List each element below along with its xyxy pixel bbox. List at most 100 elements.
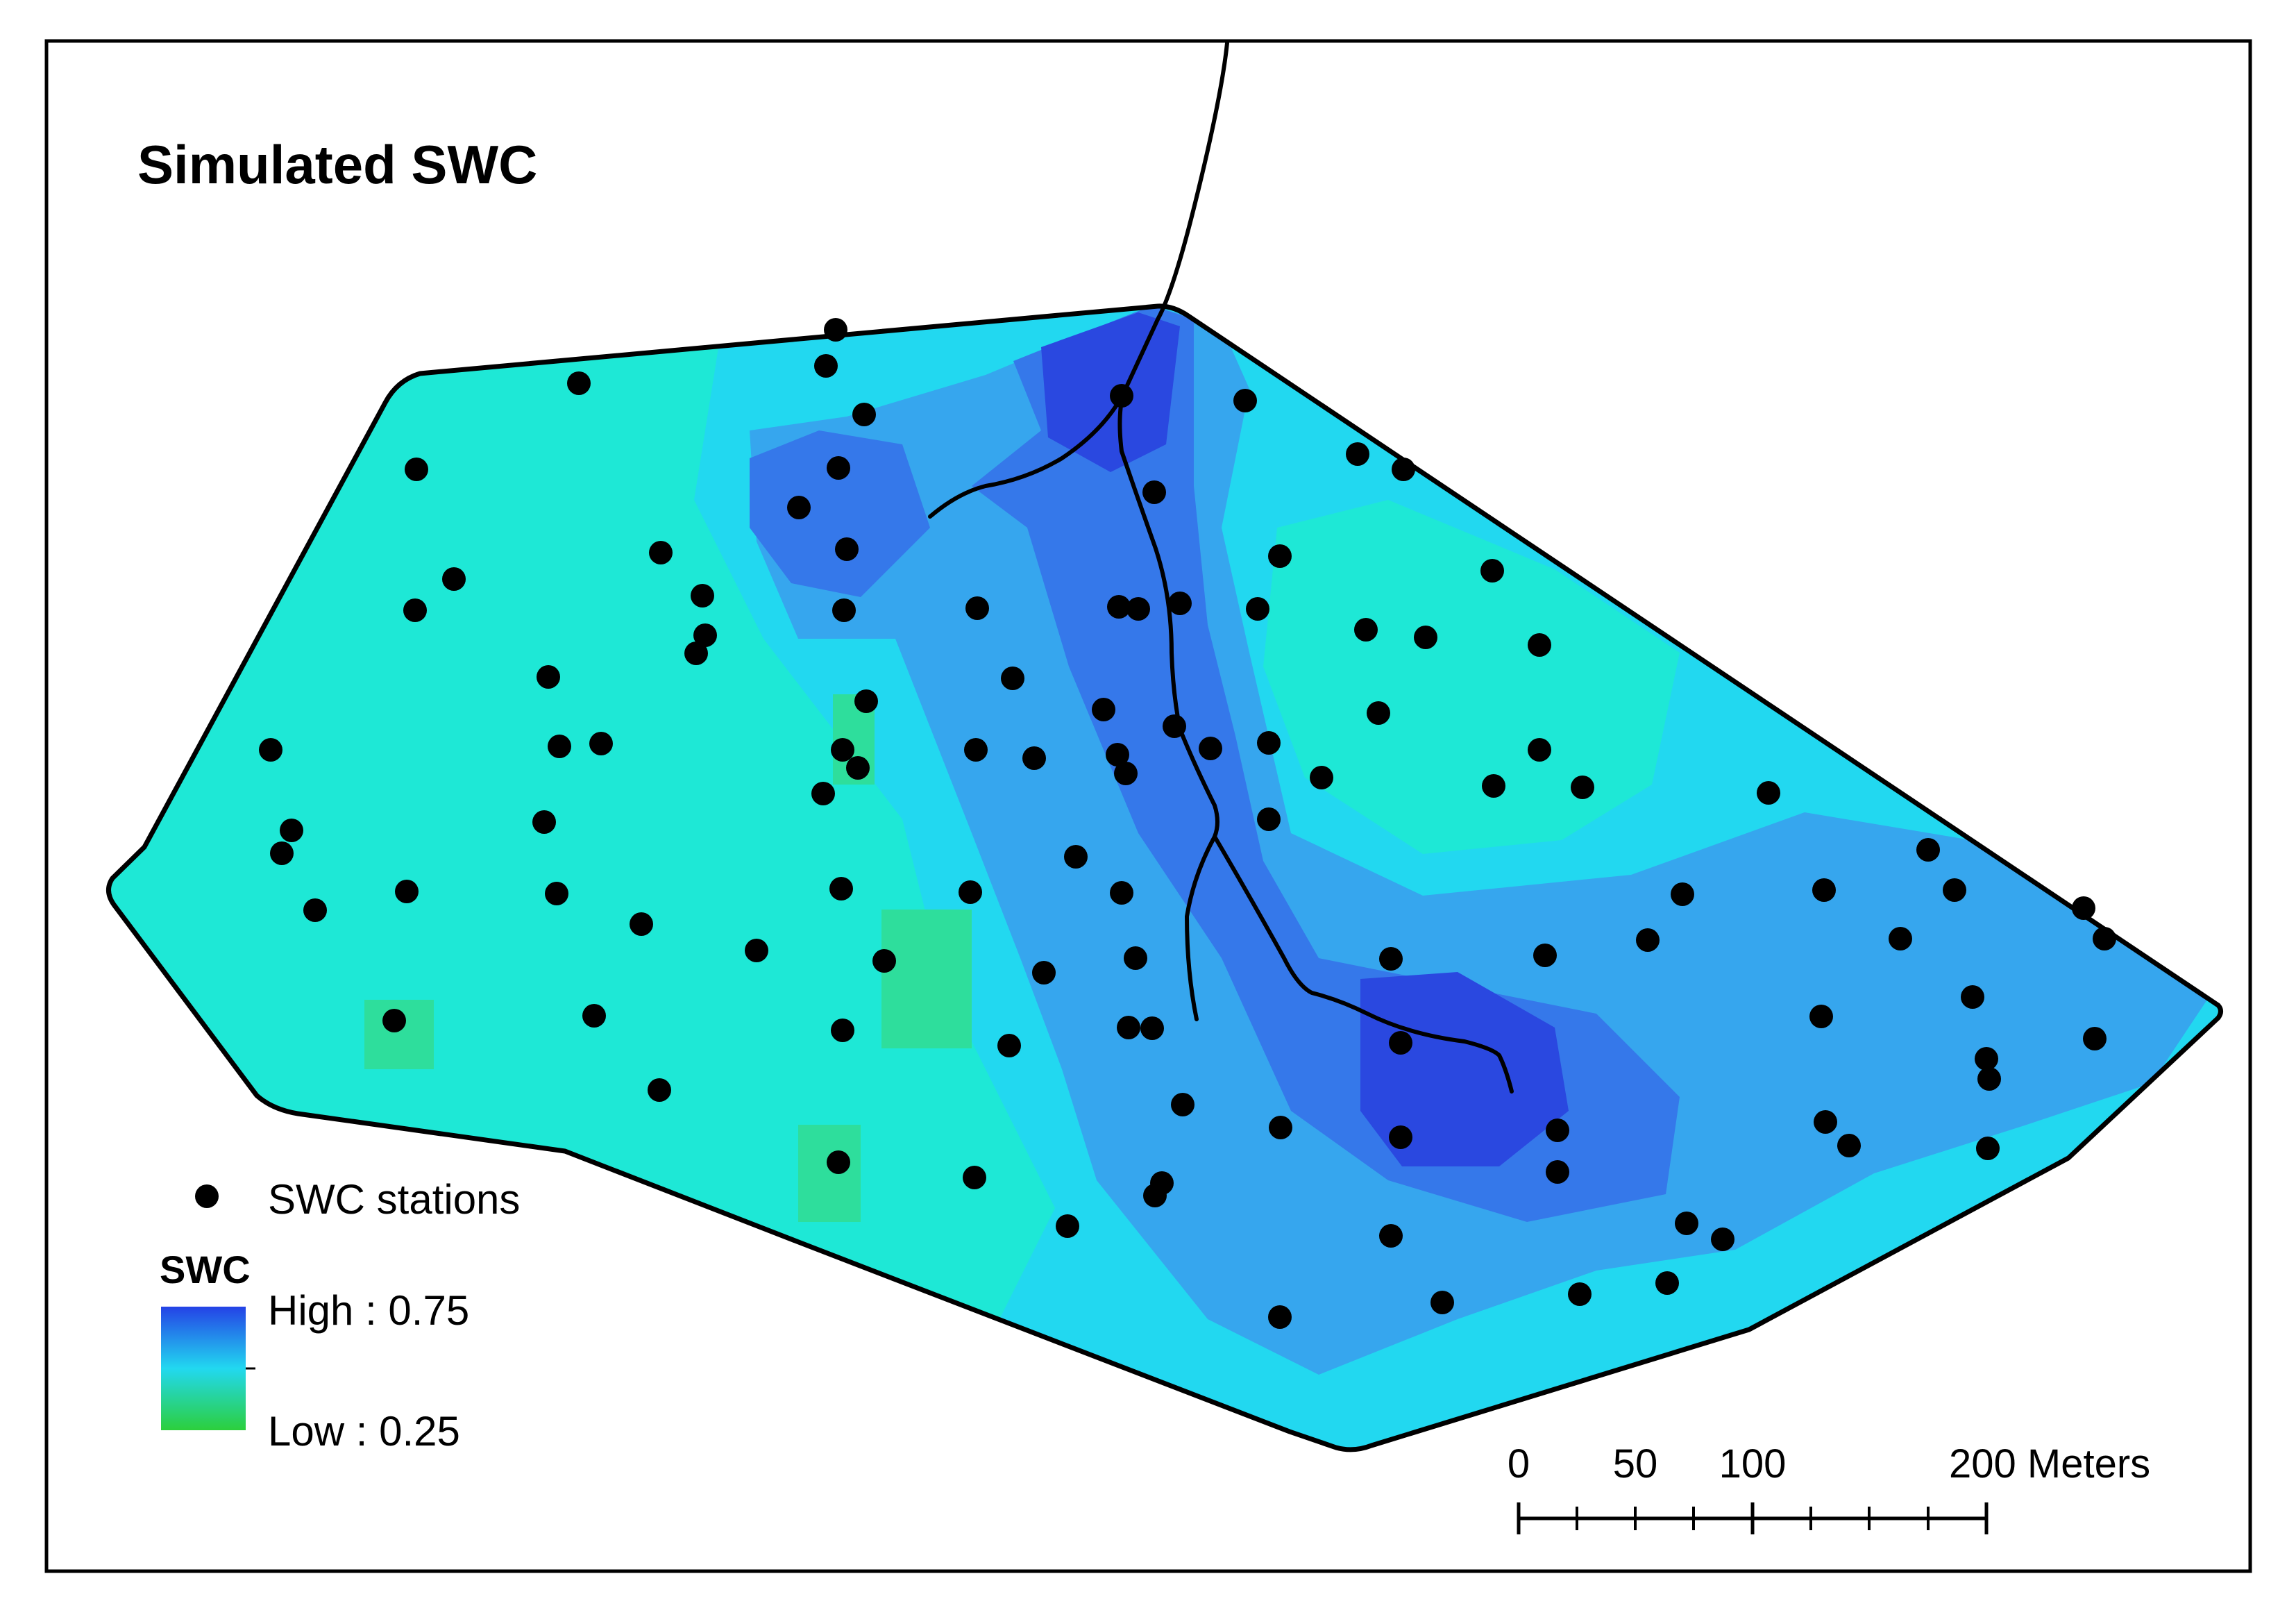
swc-station-point [745,939,768,962]
swc-station-point [827,456,850,480]
swc-station-point [2093,927,2116,950]
swc-station-point [1001,667,1024,690]
swc-station-point [1636,928,1660,952]
swc-station-point [1977,1067,2001,1091]
swc-station-point [1168,592,1192,615]
swc-station-point [1528,738,1551,762]
swc-station-point [1943,878,1966,902]
swc-station-point [1143,1184,1167,1207]
scale-label-100: 100 [1719,1441,1787,1486]
swc-station-point [1110,881,1133,905]
swc-station-point [831,738,854,762]
swc-station-point [814,354,838,378]
swc-station-point [1814,1110,1837,1134]
swc-station-point [1430,1291,1454,1314]
swc-station-point [1975,1047,1998,1071]
swc-station-point [811,782,835,805]
swc-station-point [829,877,853,900]
map-frame [44,39,2252,1573]
swc-station-point [963,1166,986,1189]
zone-low-patch-1 [881,910,972,1048]
swc-station-point [1246,597,1269,621]
swc-station-point [1528,633,1551,657]
swc-station-point [1809,1005,1833,1028]
legend-swc-heading: SWC [160,1248,251,1291]
swc-station-point [1114,762,1138,785]
swc-station-point [1389,1031,1412,1055]
stream-main [1117,41,1229,1021]
swc-station-point [684,642,708,665]
swc-station-point [1354,618,1378,642]
swc-station-point [1533,944,1557,967]
swc-station-point [1568,1282,1592,1306]
swc-station-point [959,880,982,904]
swc-station-point [630,912,653,936]
catchment-boundary [106,303,2223,1452]
legend-color-ramp [161,1307,246,1430]
swc-station-point [2072,896,2095,920]
swc-station-point [1022,746,1046,770]
stream-network [928,41,1514,1094]
swc-station-point [532,810,556,834]
swc-station-point [395,880,419,903]
zone-very-high-south [1360,972,1569,1166]
swc-station-point [1571,776,1594,799]
swc-station-point [691,584,714,608]
swc-station-point [1056,1214,1079,1238]
swc-station-point [1392,458,1415,481]
swc-station-point [537,665,560,689]
swc-station-point [787,496,811,519]
swc-station-point [405,458,428,481]
swc-station-point [270,841,294,865]
swc-station-point [1140,1016,1164,1040]
swc-station-point [1414,626,1437,649]
swc-station-point [1837,1134,1861,1157]
swc-station-point [1310,766,1333,789]
stream-east-branch [1213,835,1514,1094]
swc-station-point [1106,743,1129,766]
scale-bar: 0 50 100 200 Meters [1508,1441,2150,1534]
swc-station-point [824,318,847,342]
zone-high-west [750,430,930,597]
swc-station-point [827,1150,850,1174]
swc-station-point [2083,1027,2107,1050]
swc-station-point [548,735,571,758]
legend-station-symbol [195,1184,219,1208]
swc-station-point [648,1078,671,1102]
zone-low-patch-2 [364,1000,434,1069]
swc-station-point [280,819,303,842]
swc-station-point [1171,1093,1195,1116]
swc-station-point [1546,1160,1569,1184]
swc-station-point [835,537,859,561]
swc-station-point [965,596,989,620]
swc-station-point [442,567,466,591]
swc-station-point [846,756,870,780]
swc-station-point [964,738,988,762]
legend-high-label: High : 0.75 [268,1287,469,1334]
swc-station-point [832,598,856,622]
swc-station-point [1126,597,1150,621]
swc-station-point [854,689,878,713]
swc-station-point [649,541,673,564]
scale-label-0: 0 [1508,1441,1530,1486]
swc-station-point [1976,1137,2000,1160]
swc-station-point [1032,961,1056,985]
swc-station-point [831,1019,854,1042]
swc-station-point [1110,384,1133,408]
swc-station-point [1257,807,1281,831]
swc-station-point [1163,714,1186,738]
swc-station-point [1757,781,1780,805]
swc-station-point [567,371,591,395]
swc-station-point [259,738,282,762]
swc-station-point [1107,595,1131,619]
swc-station-point [1367,701,1390,725]
swc-station-point [1268,1305,1292,1329]
swc-station-point [1961,985,1984,1009]
swc-station-point [1064,845,1088,869]
swc-station-point [1546,1119,1569,1142]
swc-station-point [1480,559,1504,583]
swc-station-point [1482,774,1505,798]
legend: SWC stations SWC High : 0.75 Low : 0.25 [160,1176,520,1455]
swc-station-point [403,598,427,622]
swc-stations [259,318,2116,1329]
